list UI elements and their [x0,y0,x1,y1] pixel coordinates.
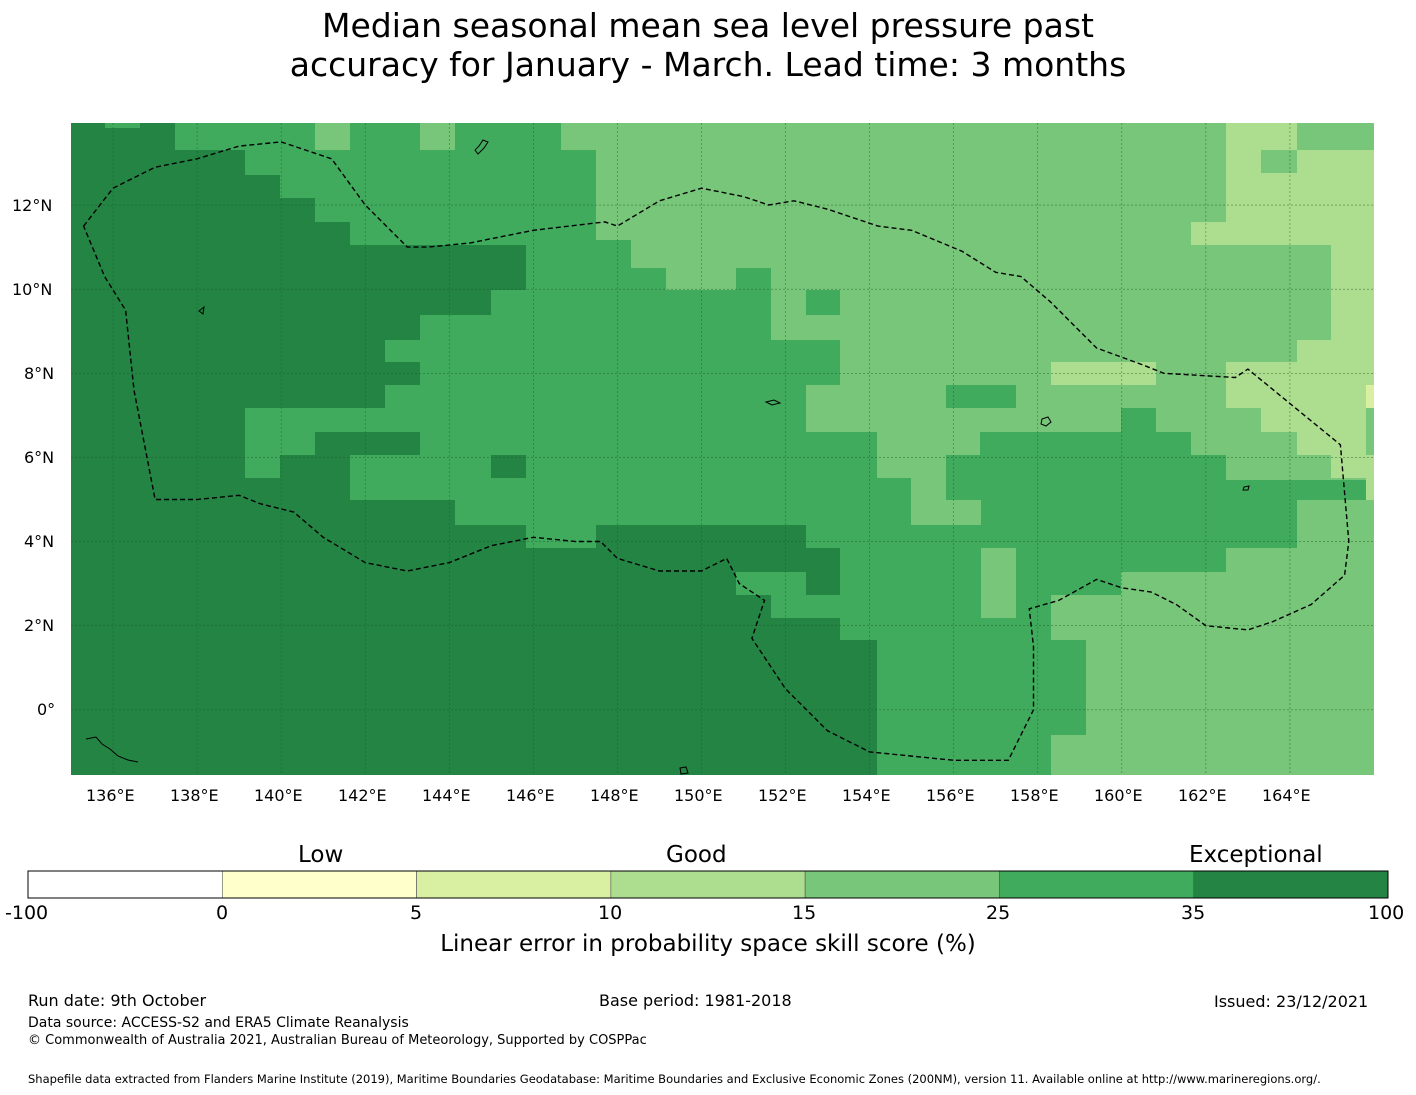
issued-date: Issued: 23/12/2021 [1214,992,1369,1011]
title-line-1: Median seasonal mean sea level pressure … [322,6,1094,45]
lon-label-150: 150°E [674,786,723,805]
zone-light-in-pale2 [1297,123,1374,150]
colorbar-label: Linear error in probability space skill … [440,931,976,957]
zone-exceptional [71,123,877,775]
skill-regions [71,123,1374,775]
lon-label-160: 160°E [1094,786,1143,805]
lon-label-152: 152°E [758,786,807,805]
data-source: Data source: ACCESS-S2 and ERA5 Climate … [28,1015,409,1031]
zone-moderate-east [981,408,1226,595]
base-period: Base period: 1981-2018 [599,991,792,1010]
new-guinea-coast [85,736,139,763]
lon-label-146: 146°E [506,786,555,805]
zone-pale [1051,123,1374,500]
zone-light-south [981,548,1016,618]
lon-label-138: 138°E [170,786,219,805]
category-low: Low [298,842,344,868]
colorbar-segment [221,870,417,899]
lon-label-164: 164°E [1262,786,1311,805]
shapefile-credit: Shapefile data extracted from Flanders M… [28,1072,1321,1086]
colorbar-segment [27,870,223,899]
cb-tick-35: 35 [1181,902,1206,924]
colorbar-segment [804,870,1000,899]
category-exceptional: Exceptional [1189,842,1323,868]
cb-tick-0: 0 [216,902,229,924]
island-small-2 [764,399,782,406]
zone-light-mid [877,455,981,525]
cb-tick-minus100: -100 [5,902,49,924]
zone-light-nw2 [315,123,350,150]
zone-moderate-patch4 [1226,525,1297,548]
lon-label-142: 142°E [338,786,387,805]
guam-island [474,139,489,155]
zone-moderate-patch3 [736,268,771,290]
zone-moderate-patch [946,385,1016,408]
chuuk-atoll [1040,416,1052,427]
lon-label-154: 154°E [842,786,891,805]
eez-boundary [82,141,1350,761]
zone-moderate-in-dark [245,408,315,478]
cb-tick-10: 10 [598,902,623,924]
lat-label-0: 0° [37,700,56,719]
colorbar [27,870,1389,899]
colorbar-segment [999,870,1195,899]
colorbar-segment [610,870,806,899]
island-small-1 [198,305,205,315]
copyright: © Commonwealth of Australia 2021, Austra… [28,1033,647,1048]
lat-label-6: 6°N [24,448,55,467]
cb-tick-15: 15 [792,902,817,924]
lon-label-136: 136°E [86,786,135,805]
chart-title: Median seasonal mean sea level pressure … [0,6,1416,84]
zone-light-nw [420,123,455,150]
lon-label-156: 156°E [926,786,975,805]
cb-tick-100: 100 [1368,902,1405,924]
colorbar-frame [27,870,1389,899]
lon-label-148: 148°E [590,786,639,805]
category-good: Good [666,842,727,868]
lat-label-2: 2°N [24,616,55,635]
lon-label-162: 162°E [1178,786,1227,805]
lat-label-10: 10°N [12,280,53,299]
kosrae-island [1242,485,1250,491]
lat-label-12: 12°N [12,196,53,215]
colorbar-segment [416,870,612,899]
zone-light-in-pale [1261,150,1297,173]
title-line-2: accuracy for January - March. Lead time:… [289,45,1127,84]
zone-pale-edge [1366,385,1374,408]
lon-label-158: 158°E [1010,786,1059,805]
lon-label-144: 144°E [422,786,471,805]
islands [85,139,1250,775]
lat-label-4: 4°N [24,532,55,551]
zone-moderate-patch2 [806,290,840,315]
lon-label-140: 140°E [254,786,303,805]
colorbar-segment [1193,870,1389,899]
run-date: Run date: 9th October [28,991,207,1010]
zone-moderate-in-dark2 [105,123,140,128]
graticule [71,123,1374,775]
island-small-3 [679,766,689,775]
cb-tick-5: 5 [410,902,423,924]
lat-label-8: 8°N [24,364,55,383]
cb-tick-25: 25 [986,902,1011,924]
